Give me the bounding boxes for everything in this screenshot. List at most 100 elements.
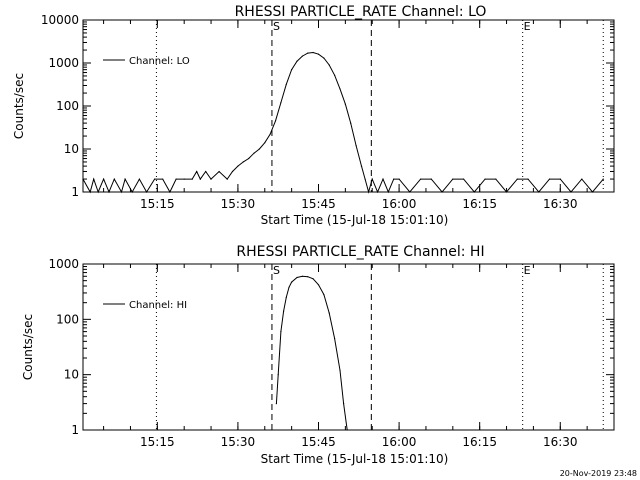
data-point bbox=[242, 161, 244, 163]
data-point bbox=[226, 178, 228, 180]
data-point bbox=[124, 178, 126, 180]
x-tick-label: 16:30 bbox=[543, 435, 578, 449]
data-point bbox=[323, 57, 325, 59]
y-tick-label: 10 bbox=[64, 142, 79, 156]
data-point bbox=[602, 178, 604, 180]
data-point bbox=[307, 276, 309, 278]
data-point bbox=[516, 178, 518, 180]
x-tick-label: 15:15 bbox=[140, 435, 175, 449]
series-line bbox=[275, 275, 348, 431]
x-tick-label: 16:00 bbox=[382, 435, 417, 449]
data-point bbox=[317, 284, 320, 286]
data-point bbox=[210, 178, 212, 180]
data-point bbox=[82, 178, 84, 180]
x-tick-label: 16:15 bbox=[462, 197, 497, 211]
data-point bbox=[339, 88, 341, 90]
data-point bbox=[409, 191, 411, 193]
data-point bbox=[527, 178, 529, 180]
chart-title: RHESSI PARTICLE_RATE Channel: HI bbox=[236, 244, 484, 260]
data-point bbox=[146, 191, 148, 193]
y-tick-label: 100 bbox=[56, 99, 79, 113]
legend-label: Channel: LO bbox=[129, 56, 190, 67]
data-point bbox=[280, 331, 282, 333]
x-tick-label: 15:30 bbox=[221, 197, 256, 211]
y-tick-label: 1000 bbox=[48, 56, 79, 70]
data-point bbox=[162, 178, 164, 180]
data-point bbox=[441, 191, 443, 193]
data-point bbox=[131, 191, 133, 193]
x-tick-label: 16:15 bbox=[462, 435, 497, 449]
data-point bbox=[97, 191, 99, 193]
data-point bbox=[377, 191, 379, 193]
data-point bbox=[317, 53, 320, 55]
data-point bbox=[280, 102, 282, 104]
data-point bbox=[274, 120, 277, 122]
data-point bbox=[473, 191, 475, 193]
data-point bbox=[387, 191, 389, 193]
data-point bbox=[93, 178, 95, 180]
data-point bbox=[285, 296, 287, 298]
data-point bbox=[307, 52, 309, 54]
data-point bbox=[343, 403, 345, 405]
plot-frame bbox=[82, 263, 615, 431]
data-point bbox=[495, 178, 497, 180]
x-tick-label: 16:30 bbox=[543, 197, 578, 211]
data-point bbox=[291, 281, 293, 283]
data-point bbox=[264, 142, 266, 144]
data-point bbox=[328, 312, 330, 314]
data-point bbox=[581, 178, 583, 180]
series-line bbox=[82, 51, 604, 194]
data-point bbox=[175, 178, 177, 180]
data-point bbox=[191, 178, 193, 180]
x-tick-label: 15:30 bbox=[221, 435, 256, 449]
data-point bbox=[360, 165, 363, 167]
data-point bbox=[138, 178, 140, 180]
data-point bbox=[420, 178, 422, 180]
data-point bbox=[591, 191, 594, 193]
data-point bbox=[355, 145, 357, 147]
event-marker-label: S bbox=[273, 264, 280, 277]
data-point bbox=[312, 278, 314, 280]
data-point bbox=[364, 178, 366, 180]
data-point bbox=[231, 170, 234, 173]
event-marker-label: E bbox=[524, 20, 531, 33]
data-point bbox=[350, 122, 352, 124]
data-point bbox=[288, 286, 290, 288]
x-tick-label: 15:15 bbox=[140, 197, 175, 211]
data-point bbox=[398, 178, 400, 180]
data-point bbox=[346, 429, 348, 431]
data-point bbox=[199, 178, 201, 180]
event-marker-label: E bbox=[524, 264, 531, 277]
x-axis-label: Start Time (15-Jul-18 15:01:10) bbox=[261, 213, 449, 227]
data-point bbox=[339, 369, 341, 371]
data-point bbox=[538, 191, 540, 193]
y-tick-label: 100 bbox=[56, 312, 79, 326]
data-point bbox=[218, 170, 220, 173]
y-tick-label: 1 bbox=[71, 185, 79, 199]
data-point bbox=[368, 191, 370, 193]
data-point bbox=[269, 133, 271, 135]
data-point bbox=[452, 178, 454, 180]
data-point bbox=[183, 178, 185, 180]
data-point bbox=[108, 191, 110, 193]
data-point bbox=[120, 191, 123, 193]
data-point bbox=[328, 64, 330, 66]
data-point bbox=[570, 191, 572, 193]
data-point bbox=[248, 157, 250, 160]
data-point bbox=[253, 152, 255, 154]
y-tick-label: 1000 bbox=[48, 257, 79, 271]
footer-timestamp: 20-Nov-2019 23:48 bbox=[560, 469, 637, 478]
y-axis-label: Counts/sec bbox=[21, 314, 35, 380]
data-point bbox=[505, 191, 508, 193]
data-point bbox=[393, 178, 395, 180]
data-point bbox=[371, 178, 373, 180]
data-point bbox=[205, 170, 207, 173]
y-tick-label: 1 bbox=[71, 423, 79, 437]
data-point bbox=[283, 310, 285, 312]
data-point bbox=[285, 83, 287, 85]
data-point bbox=[334, 337, 336, 340]
chart-title: RHESSI PARTICLE_RATE Channel: LO bbox=[235, 4, 487, 20]
x-axis-label: Start Time (15-Jul-18 15:01:10) bbox=[261, 452, 449, 466]
